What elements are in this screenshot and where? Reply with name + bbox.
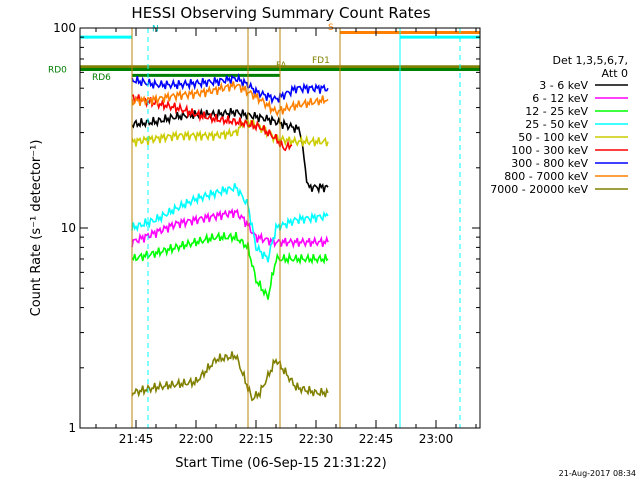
- legend-header-att: Att 0: [602, 67, 628, 80]
- legend-label: 7000 - 20000 keV: [490, 183, 588, 196]
- x-tick-label: 22:00: [179, 432, 214, 446]
- x-tick-label: 21:45: [119, 432, 154, 446]
- x-tick-label: 22:30: [299, 432, 334, 446]
- y-tick-label: 100: [53, 21, 76, 35]
- x-tick-label: 22:45: [359, 432, 394, 446]
- y-tick-label: 10: [61, 221, 76, 235]
- x-tick-label: 23:00: [419, 432, 454, 446]
- series-line-6to12keV: [131, 207, 329, 250]
- y-axis-label: Count Rate (s⁻¹ detector⁻¹): [29, 140, 44, 317]
- series-line-25to50keV: [131, 183, 329, 263]
- legend-label: 25 - 50 keV: [525, 118, 588, 131]
- flag-label-fd1: FD1: [312, 56, 330, 66]
- series-line-50to100keV: [131, 119, 329, 147]
- series-line-100to300keV: [131, 94, 293, 152]
- series-line-3to6keV: [131, 107, 329, 195]
- y-tick-label: 1: [68, 421, 76, 435]
- legend-label: 50 - 100 keV: [518, 131, 588, 144]
- legend-label: 800 - 7000 keV: [504, 170, 588, 183]
- legend-label: 100 - 300 keV: [511, 144, 588, 157]
- flag-label-n: N: [152, 25, 159, 35]
- x-axis-label: Start Time (06-Sep-15 21:31:22): [175, 456, 386, 471]
- chart-title: HESSI Observing Summary Count Rates: [131, 4, 430, 22]
- legend-label: 3 - 6 keV: [539, 79, 588, 92]
- series-line-12to25keV: [131, 231, 329, 300]
- timestamp: 21-Aug-2017 08:34: [559, 469, 636, 478]
- x-tick-label: 22:15: [239, 432, 274, 446]
- flag-label-fa: FA: [276, 61, 287, 71]
- series-line-300to800keV: [131, 72, 329, 105]
- legend-label: 300 - 800 keV: [511, 157, 588, 170]
- series-line-7000to20000keV: [131, 351, 329, 402]
- series-line-800to7000keV: [131, 81, 329, 118]
- flag-label-rd6: RD6: [92, 73, 111, 83]
- legend-header-det: Det 1,3,5,6,7,: [552, 54, 628, 67]
- flag-label-rd0: RD0: [48, 65, 67, 75]
- legend-label: 12 - 25 keV: [525, 105, 588, 118]
- legend-label: 6 - 12 keV: [532, 92, 588, 105]
